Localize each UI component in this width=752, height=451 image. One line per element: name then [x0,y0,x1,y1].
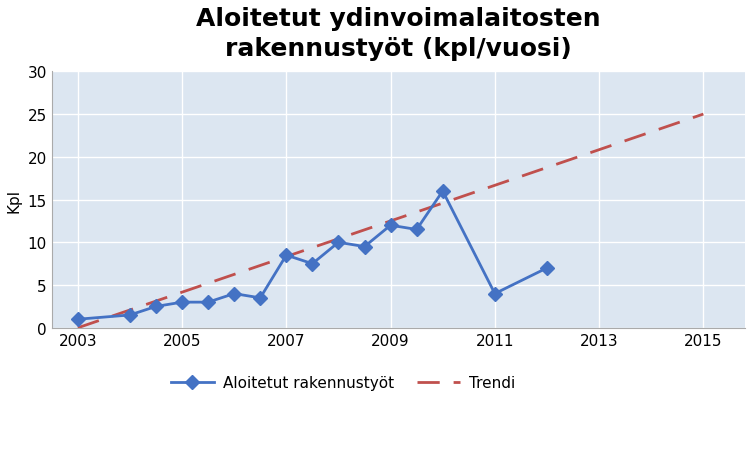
Aloitetut rakennustyöt [490,291,499,297]
Title: Aloitetut ydinvoimalaitosten
rakennustyöt (kpl/vuosi): Aloitetut ydinvoimalaitosten rakennustyö… [196,7,601,60]
Aloitetut rakennustyöt [386,223,395,228]
Aloitetut rakennustyöt [177,300,186,305]
Aloitetut rakennustyöt [256,295,265,301]
Trendi [444,199,453,204]
Aloitetut rakennustyöt [308,262,317,267]
Trendi [456,195,465,200]
Trendi [640,132,649,138]
Trendi [699,112,708,118]
Aloitetut rakennustyöt [151,304,160,309]
Aloitetut rakennustyöt [438,189,447,194]
Line: Aloitetut rakennustyöt: Aloitetut rakennustyöt [73,187,552,324]
Aloitetut rakennustyöt [73,317,82,322]
Aloitetut rakennustyöt [126,313,135,318]
Line: Trendi: Trendi [77,115,703,328]
Legend: Aloitetut rakennustyöt, Trendi: Aloitetut rakennustyöt, Trendi [165,369,521,396]
Y-axis label: Kpl: Kpl [7,188,22,212]
Trendi [75,325,84,330]
Aloitetut rakennustyöt [334,240,343,245]
Aloitetut rakennustyöt [360,244,369,250]
Aloitetut rakennustyöt [542,266,551,271]
Trendi [601,146,610,151]
Aloitetut rakennustyöt [204,300,213,305]
Aloitetut rakennustyöt [282,253,291,258]
Aloitetut rakennustyöt [229,291,238,297]
Trendi [73,325,82,331]
Trendi [446,198,455,204]
Aloitetut rakennustyöt [412,227,421,233]
